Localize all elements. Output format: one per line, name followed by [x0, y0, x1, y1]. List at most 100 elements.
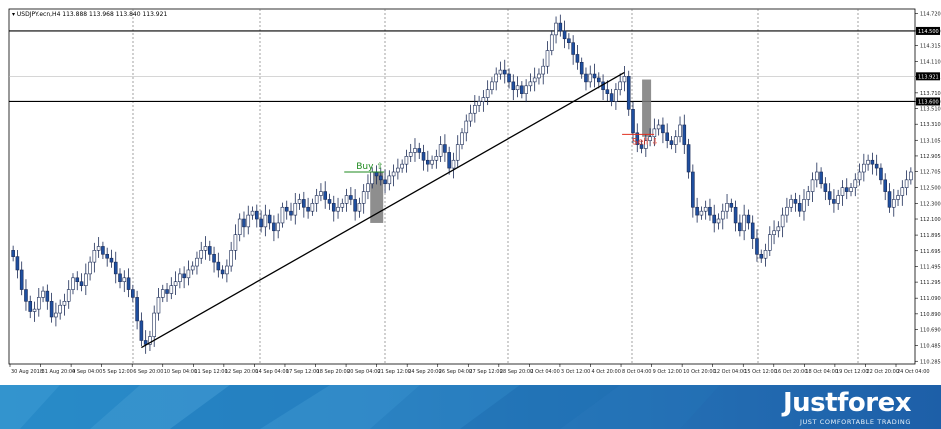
candle-body [263, 214, 268, 228]
level-price-label: 113.921 [918, 74, 939, 80]
candle-body [853, 179, 858, 188]
time-tick-label: 8 Oct 04:00 [622, 369, 651, 375]
candle-body [545, 50, 550, 67]
price-tick-label: 110.485 [920, 344, 941, 350]
candle-body [515, 85, 520, 91]
price-chart: ▾ USDJPY.ecn,H4 113.888 113.968 113.840 … [8, 8, 941, 375]
candle-body [592, 73, 597, 79]
candle-body [665, 132, 669, 141]
candle-body [802, 199, 806, 212]
candle-body [293, 203, 298, 216]
candle-body [233, 234, 238, 251]
candle-body [579, 61, 584, 75]
price-tick-label: 112.705 [920, 170, 941, 176]
candle-body [490, 81, 494, 91]
candle-body [105, 253, 109, 259]
candle-body [242, 218, 246, 228]
candle-body [139, 320, 144, 341]
candle-body [109, 257, 114, 263]
candle-body [686, 144, 691, 173]
candle-body [468, 112, 473, 122]
candle-body [246, 214, 251, 228]
candle-body [511, 81, 516, 91]
candle-body [284, 206, 289, 212]
candle-body [306, 206, 310, 212]
candle-body [485, 89, 490, 98]
candle-body [541, 65, 546, 75]
time-tick-label: 18 Sep 20:00 [317, 369, 350, 375]
candle-body [323, 191, 327, 200]
candle-body [656, 124, 661, 130]
candle-body [36, 297, 41, 310]
price-tick-label: 111.295 [920, 280, 941, 286]
price-tick-label: 114.315 [920, 43, 941, 49]
candle-body [498, 69, 503, 75]
candle-body [353, 199, 357, 212]
candle-body [160, 289, 165, 298]
candle-body [276, 222, 280, 232]
candle-body [481, 97, 486, 102]
candle-body [789, 199, 793, 208]
time-tick-label: 12 Oct 04:00 [714, 369, 747, 375]
candle-body [430, 159, 434, 165]
time-tick-label: 6 Sep 20:00 [133, 369, 163, 375]
candle-body [250, 210, 255, 216]
candle-body [785, 206, 789, 216]
candle-body [537, 73, 541, 79]
plot-frame [8, 8, 916, 365]
time-tick-label: 24 Oct 04:00 [897, 369, 930, 375]
candle-body [84, 273, 88, 286]
candle-body [45, 290, 50, 302]
candle-body [896, 195, 900, 200]
price-tick-label: 114.720 [920, 12, 941, 18]
candle-body [49, 301, 54, 318]
candle-body [776, 226, 781, 232]
candle-body [297, 199, 302, 204]
time-tick-label: 26 Sep 04:00 [439, 369, 472, 375]
level-price-label: 114.500 [918, 29, 939, 35]
candle-body [695, 206, 699, 216]
candle-body [558, 22, 563, 32]
candle-body [165, 289, 169, 294]
candle-body [793, 199, 798, 204]
time-tick-label: 11 Sep 12:00 [194, 369, 227, 375]
candle-body [532, 77, 537, 83]
candle-body [750, 222, 755, 239]
candle-body [605, 89, 610, 94]
candle-body [289, 210, 293, 216]
candle-body [588, 73, 593, 83]
time-tick-label: 5 Sep 12:00 [103, 369, 133, 375]
candle-body [126, 277, 131, 290]
candle-body [797, 203, 802, 212]
symbol-info: ▾ USDJPY.ecn,H4 113.888 113.968 113.840 … [12, 11, 167, 18]
candle-body [575, 54, 580, 63]
candle-body [815, 171, 819, 181]
time-tick-label: 2 Oct 04:00 [530, 369, 559, 375]
level-price-box [916, 72, 940, 81]
candle-body [832, 199, 836, 204]
candle-body [255, 210, 259, 220]
candle-body [759, 253, 764, 259]
candle-body [524, 85, 528, 94]
buy-signal-label: Buy ⇧ [356, 162, 384, 172]
time-tick-label: 4 Sep 04:00 [72, 369, 102, 375]
candle-body [639, 144, 644, 149]
candle-body [755, 238, 759, 255]
candle-body [477, 101, 481, 106]
candle-body [464, 120, 469, 134]
footer-polygon-pattern [0, 385, 720, 429]
candle-body [396, 167, 400, 173]
candle-body [267, 214, 272, 224]
candle-body [554, 22, 558, 36]
candle-body [733, 206, 738, 224]
candle-body [387, 175, 392, 185]
candle-body [614, 89, 618, 102]
level-price-box [916, 26, 940, 35]
sell-signal-label: Sell ⇩ [632, 137, 659, 147]
candle-body [404, 156, 409, 165]
candle-body [904, 179, 909, 188]
level-price-label: 113.600 [918, 99, 939, 105]
candle-body [720, 210, 725, 220]
candle-body [648, 136, 652, 141]
candle-body [366, 183, 370, 192]
